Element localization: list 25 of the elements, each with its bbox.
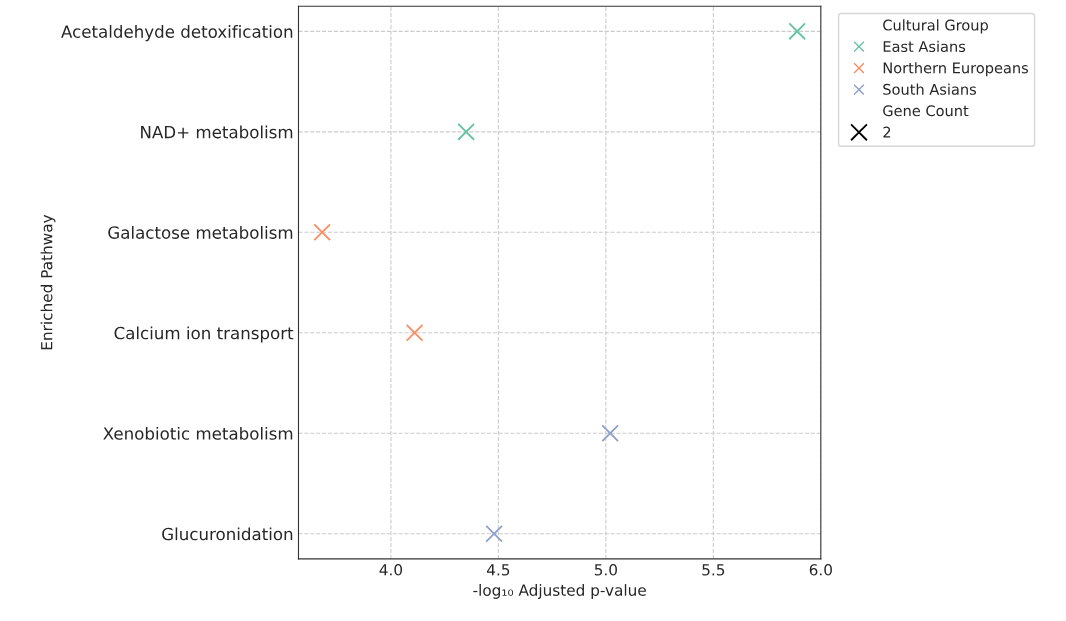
legend-label: East Asians <box>883 40 966 53</box>
y-tick-label: Xenobiotic metabolism <box>103 426 293 440</box>
point <box>313 223 331 242</box>
x-tick-label: 4.5 <box>486 564 510 576</box>
point <box>457 122 475 141</box>
y-axis-title: Enriched Pathway <box>40 214 56 350</box>
text: 2 <box>883 126 891 138</box>
x-axis-title: -log₁₀ Adjusted p-value <box>473 584 646 599</box>
y-tick-label: Glucuronidation <box>162 527 293 541</box>
legend-label: South Asians <box>883 83 977 95</box>
x-tick-label: 5.5 <box>702 564 725 576</box>
y-tick-label: Galactose metabolism <box>108 225 293 239</box>
point <box>788 22 806 41</box>
y-tick-label: NAD+ metabolism <box>141 125 293 139</box>
y-tick-label: Calcium ion transport <box>114 326 294 343</box>
y-tick-label: Acetaldehyde detoxification <box>61 25 293 42</box>
point <box>485 524 503 543</box>
point <box>601 424 619 443</box>
legend-title: Cultural Group <box>883 19 988 34</box>
x-tick-label: 6.0 <box>809 564 832 576</box>
x-tick-label: 4.0 <box>379 564 403 576</box>
point <box>405 323 424 342</box>
x-tick-label: 5.0 <box>594 564 617 576</box>
legend-label: Northern Europeans <box>883 62 1029 77</box>
text: Gene Count <box>883 105 969 117</box>
